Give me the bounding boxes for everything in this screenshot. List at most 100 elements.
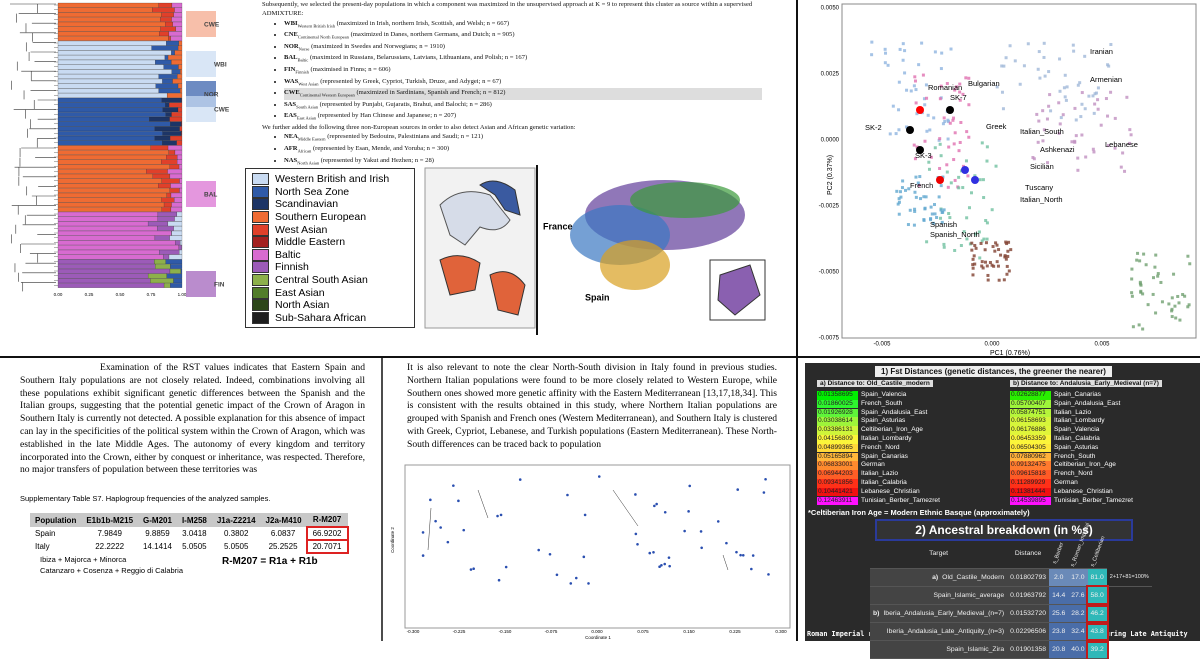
pca-point: [1152, 276, 1155, 279]
admixture-bar: [162, 141, 176, 146]
distance-cell: 0.01901358: [1007, 641, 1049, 659]
pca-point: [1173, 305, 1176, 308]
distance-cell: 0.01532720: [1007, 605, 1049, 623]
admixture-bar: [58, 212, 158, 217]
fst-name: Italian_Lombardy: [858, 435, 912, 442]
admixture-bar: [158, 184, 170, 189]
population-label: SK-7: [950, 93, 967, 102]
pca-point: [1153, 266, 1156, 269]
cluster-tag: CWE: [204, 22, 220, 29]
legend-item: East Asian: [252, 286, 408, 299]
admixture-bar: [58, 146, 151, 151]
pca-point: [1047, 105, 1050, 108]
legend-label: Central South Asian: [275, 274, 368, 286]
column-header: E1b1b-M215: [81, 513, 138, 527]
footnote: *Celtiberian Iron Age = Modern Ethnic Ba…: [808, 508, 1030, 517]
legend-swatch: [252, 224, 269, 236]
target-name: Iberia_Andalusia_Early_Medieval_(n=7): [883, 610, 1004, 617]
pca-point: [967, 103, 970, 106]
pca-point: [902, 59, 905, 62]
admixture-bar: [166, 103, 170, 108]
mds-point: [452, 484, 455, 487]
admixture-bar: [58, 131, 163, 136]
x-tick-label: -0.005: [873, 342, 891, 348]
admixture-bar: [168, 55, 182, 60]
map-label: France: [543, 221, 573, 231]
admixture-bar: [177, 141, 182, 146]
fst-name: Italian_Calabria: [1051, 435, 1100, 442]
dendrogram: [12, 206, 56, 215]
pca-point: [965, 159, 968, 162]
pca-point: [949, 122, 952, 125]
pca-point: [981, 141, 984, 144]
fst-title: 1) Fst Distances (genetic distances, the…: [875, 366, 1112, 377]
fst-name: Italian_Lombardy: [1051, 417, 1105, 424]
fst-name: Spain_Valencia: [1051, 426, 1099, 433]
legend-label: Southern European: [275, 211, 366, 223]
mds-point: [583, 556, 586, 559]
admixture-bar: [159, 74, 178, 79]
mds-point: [447, 541, 450, 544]
pca-point: [999, 254, 1002, 257]
pca-point: [971, 273, 974, 276]
admixture-bar: [58, 283, 164, 288]
pca-point: [1047, 70, 1050, 73]
fst-value: 0.09615818: [1010, 470, 1051, 479]
bullet-text: (represented by Bedouins, Palestinians a…: [327, 133, 483, 140]
pca-point: [1130, 133, 1133, 136]
pca-point: [939, 143, 942, 146]
pca-point: [915, 196, 918, 199]
admixture-bar: [159, 250, 179, 255]
plot-frame: [842, 4, 1196, 338]
pca-point: [961, 186, 964, 189]
pca-point: [1174, 316, 1177, 319]
pca-point: [1059, 90, 1062, 93]
pca-point: [931, 213, 934, 216]
admixture-bar: [177, 155, 182, 160]
pca-point: [1186, 255, 1189, 258]
pca-point: [1093, 112, 1096, 115]
pca-point: [919, 197, 922, 200]
fst-name: Lebanese_Christian: [1051, 488, 1113, 495]
admixture-bar: [58, 207, 162, 212]
mds-point: [660, 564, 663, 567]
pca-point: [1188, 303, 1191, 306]
dendrogram: [24, 90, 56, 99]
admixture-bar: [166, 112, 172, 117]
admixture-bar: [58, 155, 166, 160]
pca-point: [984, 261, 987, 264]
pca-point: [943, 246, 946, 249]
pca-point: [1177, 301, 1180, 304]
x-tick-label: -0.150: [499, 629, 512, 634]
pca-point: [1035, 113, 1038, 116]
pca-point: [1125, 96, 1128, 99]
dendrogram: [27, 129, 56, 138]
mds-point: [752, 554, 755, 557]
admixture-bar: [58, 165, 170, 170]
fst-value: 0.01358695: [817, 391, 858, 400]
mds-point: [763, 491, 766, 494]
bullet-sub: Baltic: [298, 58, 309, 63]
pca-point: [914, 176, 917, 179]
pca-point: [987, 279, 990, 282]
mds-point: [655, 503, 658, 506]
admixture-bar: [180, 70, 182, 75]
fst-name: Spain_Valencia: [858, 391, 906, 398]
admixture-bar: [179, 41, 182, 46]
x-axis-label: PC1 (0.76%): [990, 350, 1030, 357]
pca-point: [1105, 97, 1108, 100]
admixture-bar: [172, 70, 180, 75]
admixture-bar: [178, 84, 182, 89]
admixture-bar: [163, 255, 169, 260]
population-label: Romanian: [928, 83, 962, 92]
pca-point: [927, 114, 930, 117]
